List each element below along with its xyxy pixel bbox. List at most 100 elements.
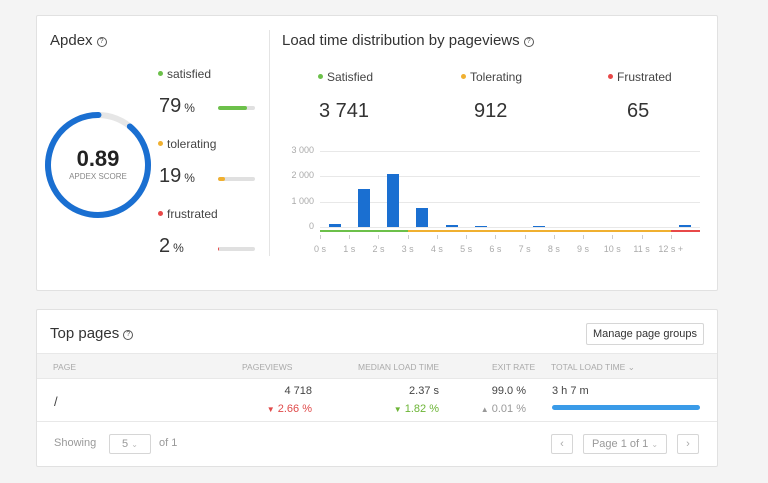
x-tick-mark xyxy=(553,235,555,239)
histogram-bar[interactable] xyxy=(357,189,370,227)
exit-rate-change: ▲ 0.01 % xyxy=(480,403,526,415)
y-tick-label: 3 000 xyxy=(291,145,314,156)
top-pages-card: Top pages? Manage page groups PAGE PAGEV… xyxy=(36,309,718,467)
x-tick-label: 4 s xyxy=(430,244,443,254)
sort-chevron-down-icon: ⌄ xyxy=(627,362,635,372)
apdex-title: Apdex? xyxy=(50,32,107,49)
previous-page-button[interactable]: ‹ xyxy=(551,434,573,454)
histogram-bar[interactable] xyxy=(679,225,692,227)
help-icon[interactable]: ? xyxy=(123,330,134,340)
total-load-time-bar xyxy=(552,405,700,410)
x-tick-mark xyxy=(495,235,497,239)
x-tick-label: 9 s xyxy=(577,244,590,254)
up-arrow-icon: ▲ xyxy=(480,405,489,414)
top-pages-title-text: Top pages xyxy=(50,325,120,342)
y-tick-label: 2 000 xyxy=(291,170,314,181)
chevron-down-icon: ⌄ xyxy=(651,440,659,449)
frustrated-label: frustrated xyxy=(158,207,218,221)
apdex-score-label: APDEX SCORE xyxy=(69,172,127,181)
page-link[interactable]: / xyxy=(54,394,58,409)
apdex-zone-line xyxy=(407,230,671,232)
distribution-title: Load time distribution by pageviews? xyxy=(282,32,534,49)
load-time-histogram: 0 1 000 2 000 3 000 0 s 1 s 2 s 3 s 4 s 5 s 6 s 7 s… xyxy=(37,16,719,292)
x-tick-mark xyxy=(641,235,643,239)
histogram-bar[interactable] xyxy=(533,225,546,227)
x-tick-mark xyxy=(612,235,614,239)
column-header-exit-rate[interactable]: EXIT RATE xyxy=(492,362,536,372)
x-tick-label: 0 s xyxy=(313,244,326,254)
tolerating-progress-bar xyxy=(218,177,255,181)
satisfied-dot-icon xyxy=(318,74,323,79)
gridline xyxy=(320,176,700,178)
next-page-button[interactable]: › xyxy=(677,434,699,454)
apdex-zone-line xyxy=(670,230,700,232)
x-tick-mark xyxy=(378,235,380,239)
satisfied-progress-bar xyxy=(218,106,255,110)
histogram-bar[interactable] xyxy=(387,173,400,227)
of-pages-label: of 1 xyxy=(159,437,178,449)
y-tick-label: 1 000 xyxy=(291,195,314,206)
tolerating-percent: 19% xyxy=(159,165,195,187)
x-tick-label: 11 s xyxy=(633,244,650,254)
column-header-median-load-time[interactable]: MEDIAN LOAD TIME xyxy=(358,362,440,372)
kpi-satisfied-value: 3 741 xyxy=(319,100,370,122)
apdex-load-time-card: Apdex? 0.89 APDEX SCORE satisfied 79% to… xyxy=(36,15,718,291)
x-tick-mark xyxy=(670,235,672,239)
satisfied-label: satisfied xyxy=(158,67,211,81)
satisfied-dot-icon xyxy=(158,71,163,76)
histogram-bar[interactable] xyxy=(445,224,458,227)
x-tick-label: 2 s xyxy=(372,244,385,254)
exit-rate-value: 99.0 % xyxy=(491,385,526,397)
column-header-pageviews[interactable]: PAGEVIEWS xyxy=(242,362,293,372)
gridline xyxy=(320,151,700,153)
histogram-bar[interactable] xyxy=(416,208,429,227)
top-pages-title: Top pages? xyxy=(50,325,134,342)
help-icon[interactable]: ? xyxy=(96,37,107,47)
apdex-zone-line xyxy=(320,230,408,232)
pageviews-change: ▼ 2.66 % xyxy=(266,403,312,415)
kpi-tolerating-label: Tolerating xyxy=(461,70,522,84)
apdex-donut-chart xyxy=(45,112,151,218)
frustrated-dot-icon xyxy=(158,211,163,216)
satisfied-percent: 79% xyxy=(159,95,195,117)
y-tick-label: 0 xyxy=(308,221,314,231)
x-tick-mark xyxy=(436,235,438,239)
pageviews-value: 4 718 xyxy=(284,385,312,397)
x-tick-mark xyxy=(466,235,468,239)
gridline xyxy=(320,201,700,203)
x-tick-mark xyxy=(407,235,409,239)
x-tick-label: 1 s xyxy=(343,244,356,254)
help-icon[interactable]: ? xyxy=(523,37,534,47)
apdex-score: 0.89 xyxy=(76,146,120,171)
histogram-bar[interactable] xyxy=(328,224,341,227)
x-tick-label: 10 s xyxy=(603,244,621,254)
row-divider xyxy=(37,421,717,422)
histogram-bar[interactable] xyxy=(474,225,487,227)
manage-page-groups-button[interactable]: Manage page groups xyxy=(586,323,704,345)
x-tick-label: 12 s + xyxy=(658,244,684,254)
kpi-frustrated-value: 65 xyxy=(627,100,650,122)
apdex-title-text: Apdex xyxy=(50,32,93,49)
page-select[interactable]: Page 1 of 1 ⌄ xyxy=(583,434,667,454)
x-tick-label: 7 s xyxy=(518,244,531,254)
showing-label: Showing xyxy=(54,437,97,449)
kpi-satisfied-label: Satisfied xyxy=(318,70,373,84)
x-tick-label: 3 s xyxy=(401,244,414,254)
page-size-select[interactable]: 5 ⌄ xyxy=(109,434,151,454)
frustrated-percent: 2% xyxy=(159,235,184,257)
section-divider xyxy=(269,30,270,256)
x-tick-mark xyxy=(320,235,321,239)
distribution-title-text: Load time distribution by pageviews xyxy=(282,32,520,49)
x-tick-mark xyxy=(583,235,585,239)
x-tick-mark xyxy=(349,235,351,239)
down-arrow-icon: ▼ xyxy=(266,405,275,414)
frustrated-progress-bar xyxy=(218,247,255,251)
x-tick-mark xyxy=(524,235,526,239)
kpi-tolerating-value: 912 xyxy=(474,100,508,122)
column-header-total-load-time[interactable]: TOTAL LOAD TIME ⌄ xyxy=(551,362,635,372)
x-tick-label: 8 s xyxy=(547,244,560,254)
column-header-page[interactable]: PAGE xyxy=(53,362,76,372)
total-load-time-value: 3 h 7 m xyxy=(552,385,589,397)
median-load-time-change: ▼ 1.82 % xyxy=(393,403,439,415)
down-arrow-icon: ▼ xyxy=(393,405,402,414)
